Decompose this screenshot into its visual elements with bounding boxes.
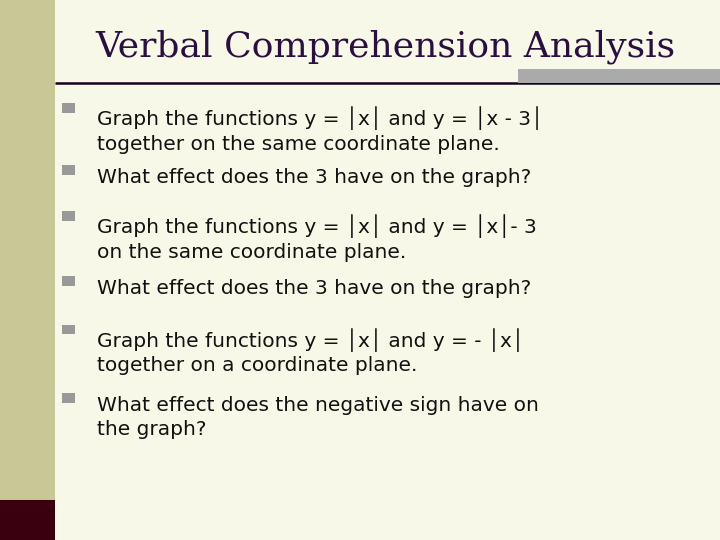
Text: What effect does the 3 have on the graph?: What effect does the 3 have on the graph… bbox=[97, 168, 531, 187]
Text: Verbal Comprehension Analysis: Verbal Comprehension Analysis bbox=[95, 30, 675, 64]
Text: What effect does the negative sign have on
the graph?: What effect does the negative sign have … bbox=[97, 396, 539, 439]
Bar bbox=[62, 211, 75, 221]
Bar bbox=[62, 325, 75, 334]
Bar bbox=[0, 0, 55, 540]
Bar bbox=[518, 69, 720, 83]
Text: Graph the functions y = │x│ and y = - │x│
together on a coordinate plane.: Graph the functions y = │x│ and y = - │x… bbox=[97, 328, 524, 375]
Bar bbox=[62, 393, 75, 403]
Bar bbox=[0, 500, 55, 540]
Bar bbox=[62, 276, 75, 286]
Text: Graph the functions y = │x│ and y = │x│- 3
on the same coordinate plane.: Graph the functions y = │x│ and y = │x│-… bbox=[97, 214, 537, 262]
Bar bbox=[62, 165, 75, 175]
Bar bbox=[62, 103, 75, 113]
Text: What effect does the 3 have on the graph?: What effect does the 3 have on the graph… bbox=[97, 279, 531, 298]
Text: Graph the functions y = │x│ and y = │x - 3│
together on the same coordinate plan: Graph the functions y = │x│ and y = │x -… bbox=[97, 106, 544, 154]
